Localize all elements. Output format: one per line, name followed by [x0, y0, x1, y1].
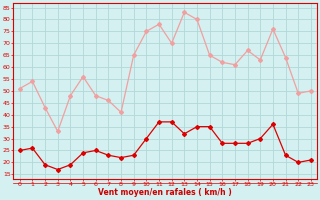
- X-axis label: Vent moyen/en rafales ( km/h ): Vent moyen/en rafales ( km/h ): [99, 188, 232, 197]
